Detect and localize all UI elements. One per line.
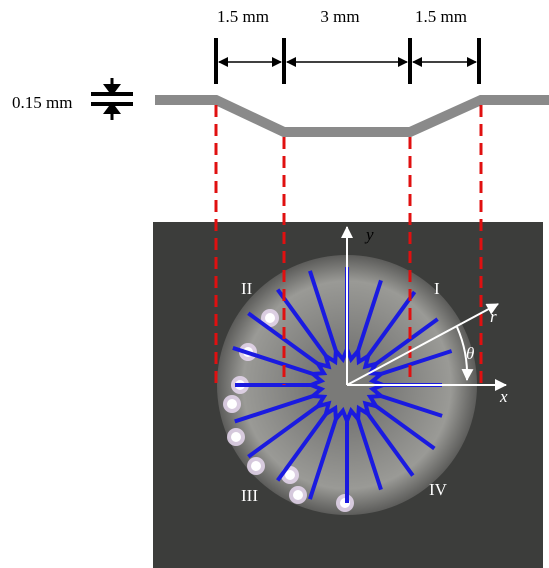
axis-label: x — [499, 387, 508, 406]
bright-spot — [231, 432, 241, 442]
thickness-marker — [91, 78, 133, 120]
quadrant-label: IV — [429, 480, 448, 499]
axis-label: r — [490, 307, 497, 326]
width-label: 1.5 mm — [217, 7, 269, 26]
quadrant-label: II — [241, 279, 253, 298]
width-label: 1.5 mm — [415, 7, 467, 26]
bright-spot — [227, 399, 237, 409]
thickness-label: 0.15 mm — [12, 93, 72, 112]
axis-label: θ — [466, 344, 474, 363]
bright-spot — [251, 461, 261, 471]
bright-spot — [265, 313, 275, 323]
axis-label: y — [364, 225, 374, 244]
plate-profile — [155, 100, 549, 132]
dimension-ticks — [216, 38, 479, 84]
width-label: 3 mm — [320, 7, 359, 26]
bright-spot — [293, 490, 303, 500]
figure: 1.5 mm 3 mm 1.5 mm 0.15 mm y x r θ I II … — [0, 0, 549, 568]
quadrant-label: III — [241, 486, 258, 505]
quadrant-label: I — [434, 279, 440, 298]
